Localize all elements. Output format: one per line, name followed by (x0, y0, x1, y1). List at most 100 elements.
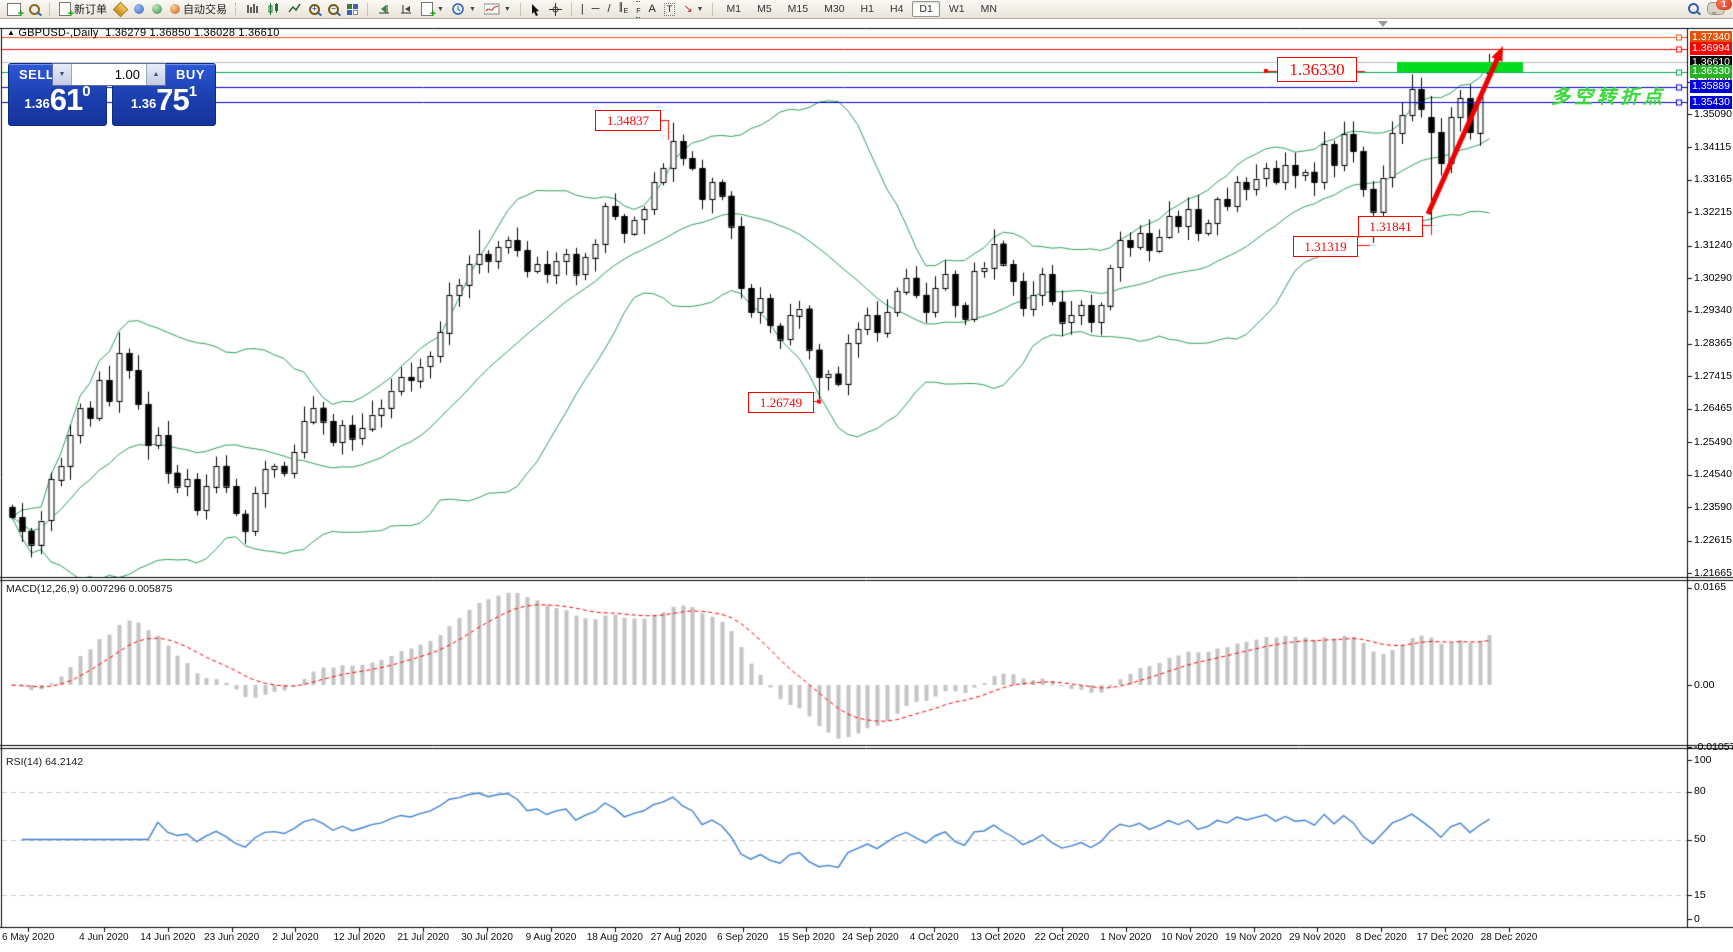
timeframe-m1[interactable]: M1 (726, 3, 742, 15)
market-watch-button[interactable] (26, 3, 43, 16)
clock-icon (452, 2, 464, 15)
periods-button[interactable]: ▼ (449, 2, 479, 17)
timeframe-d1[interactable]: D1 (912, 1, 940, 17)
zoom-out-button[interactable]: − (325, 3, 342, 16)
timeframe-m30[interactable]: M30 (824, 3, 845, 15)
chart-shift-icon (401, 5, 411, 14)
signals-button[interactable] (149, 3, 165, 15)
trendline-tool[interactable]: / (604, 3, 613, 16)
fibonacci-tool[interactable]: F (633, 0, 643, 19)
timeframe-mn[interactable]: MN (980, 3, 997, 15)
bar-chart-icon (247, 4, 258, 13)
buy-label: BUY (176, 67, 205, 82)
community-button[interactable] (131, 3, 147, 15)
date-label: 19 Nov 2020 (1225, 932, 1282, 943)
chart-shift-button[interactable] (396, 2, 416, 16)
date-label: 6 May 2020 (2, 932, 55, 943)
annotation-price-label[interactable]: 1.26749 (748, 392, 814, 413)
annotation-price-label[interactable]: 1.36330 (1277, 57, 1357, 82)
text-label-tool[interactable]: T (661, 2, 679, 17)
tile-windows-icon (347, 3, 358, 15)
macd-scale-tick: 0.00 (1694, 678, 1715, 691)
date-label: 27 Aug 2020 (650, 932, 707, 943)
price-scale-tick: 1.25490 (1694, 435, 1732, 448)
bar-chart-mode-button[interactable] (243, 2, 262, 16)
vertical-line-tool[interactable]: | (578, 3, 587, 16)
date-label: 24 Sep 2020 (841, 932, 899, 943)
date-label: 1 Nov 2020 (1100, 932, 1152, 943)
volume-decrease-button[interactable]: ▼ (53, 64, 72, 85)
price-level-marker: 1.36330 (1690, 65, 1732, 79)
dropdown-caret-icon: ▼ (437, 5, 444, 13)
autotrade-button[interactable]: 自动交易 (167, 0, 230, 18)
channel-tool[interactable]: ∥E (616, 1, 632, 18)
annotation-price-label[interactable]: 1.31841 (1358, 216, 1423, 237)
price-scale-tick: 1.24540 (1694, 468, 1732, 481)
timeframe-h1[interactable]: H1 (860, 3, 874, 15)
rsi-scale-tick: 100 (1694, 753, 1712, 766)
toolbar-separator (570, 2, 572, 16)
zoom-out-icon: − (328, 3, 339, 15)
sell-label: SELL (19, 67, 55, 82)
annotation-price-label[interactable]: 1.34837 (595, 110, 661, 131)
timeframe-m15[interactable]: M15 (787, 3, 809, 15)
line-chart-mode-button[interactable] (285, 2, 304, 16)
zoom-in-button[interactable]: + (306, 3, 323, 16)
notifications-chat-icon[interactable]: 1 (1707, 0, 1732, 15)
dropdown-caret-icon: ▼ (503, 5, 511, 13)
price-scale-tick: 1.32215 (1694, 205, 1732, 218)
date-label: 2 Jul 2020 (272, 932, 319, 943)
price-scale-tick: 1.34115 (1694, 140, 1732, 153)
text-tool[interactable]: A (645, 3, 658, 16)
tile-windows-button[interactable] (344, 3, 361, 16)
new-order-button[interactable]: 新订单 (56, 0, 110, 20)
date-label: 4 Jun 2020 (79, 932, 129, 943)
sell-price-pip: 0 (82, 83, 91, 100)
timeframe-w1[interactable]: W1 (948, 3, 965, 15)
crosshair-tool-button[interactable] (546, 2, 565, 17)
timeframe-m5[interactable]: M5 (757, 3, 772, 15)
rsi-scale-tick: 80 (1694, 785, 1706, 798)
chart-canvas[interactable] (0, 19, 1733, 947)
timeframe-h4[interactable]: H4 (889, 3, 904, 15)
price-scale-tick: 1.31240 (1694, 239, 1732, 252)
price-scale-tick: 1.33165 (1694, 173, 1732, 186)
new-chart-button[interactable]: ▼ (418, 1, 447, 20)
indicators-button[interactable]: ▼ (481, 2, 514, 16)
text-tool-icon: A (648, 2, 656, 15)
new-chart-icon (421, 2, 436, 20)
notification-badge: 1 (1716, 0, 1732, 10)
price-scale-tick: 1.23590 (1694, 500, 1732, 513)
candle-chart-mode-button[interactable] (264, 2, 283, 16)
rsi-scale-tick: 50 (1694, 833, 1706, 845)
volume-stepper: ▼ 1.00 ▲ (52, 63, 166, 86)
horizontal-line-tool[interactable]: ─ (589, 3, 603, 16)
window-splitter-icon[interactable] (1378, 21, 1388, 32)
date-label: 30 Jul 2020 (461, 932, 513, 943)
arrows-tool[interactable]: ↘ ▼ (680, 3, 706, 16)
price-scale-tick: 1.27415 (1694, 369, 1732, 382)
chart-window-icon[interactable] (4, 2, 24, 20)
volume-increase-button[interactable]: ▲ (146, 64, 165, 85)
macd-pane-header: MACD(12,26,9) 0.007296 0.005875 (6, 583, 173, 595)
cursor-tool-button[interactable] (527, 2, 544, 17)
date-label: 13 Oct 2020 (970, 932, 1026, 943)
date-label: 23 Jun 2020 (204, 932, 260, 943)
date-label: 10 Nov 2020 (1161, 932, 1219, 943)
annotation-price-label[interactable]: 1.31319 (1293, 236, 1358, 257)
search-icon[interactable] (1688, 3, 1699, 14)
dropdown-caret-icon: ▼ (696, 5, 704, 13)
date-label: 17 Dec 2020 (1416, 932, 1474, 943)
chart-note-text[interactable]: 多空转折点 (1551, 87, 1667, 108)
auto-scroll-button[interactable] (374, 2, 394, 16)
rsi-scale-tick: 0 (1694, 912, 1700, 925)
horizontal-line-icon: ─ (591, 2, 600, 15)
buy-price-small: 1.36 (130, 96, 157, 111)
volume-input[interactable]: 1.00 (114, 67, 140, 82)
sell-price-big: 61 (49, 82, 83, 117)
date-label: 14 Jun 2020 (140, 932, 196, 943)
price-scale-tick: 1.21665 (1694, 566, 1732, 579)
styler-button[interactable] (112, 1, 129, 17)
toolbar-separator (519, 2, 521, 16)
price-scale-tick: 1.22615 (1694, 534, 1732, 547)
